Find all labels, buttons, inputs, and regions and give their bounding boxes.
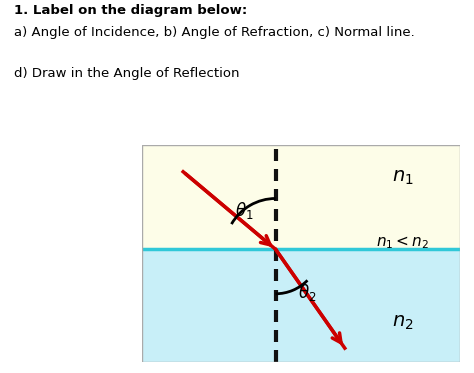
Bar	[142, 249, 460, 362]
Text: a) Angle of Incidence, b) Angle of Refraction, c) Normal line.: a) Angle of Incidence, b) Angle of Refra…	[14, 26, 415, 39]
Text: $\theta_2$: $\theta_2$	[298, 282, 317, 303]
Text: $n_1 < n_2$: $n_1 < n_2$	[376, 235, 429, 251]
Text: $n_1$: $n_1$	[392, 169, 413, 187]
Bar	[142, 145, 460, 249]
Text: $n_2$: $n_2$	[392, 314, 413, 332]
Text: $\theta_1$: $\theta_1$	[235, 200, 253, 221]
Text: d) Draw in the Angle of Reflection: d) Draw in the Angle of Reflection	[14, 67, 240, 80]
Text: 1. Label on the diagram below:: 1. Label on the diagram below:	[14, 4, 247, 17]
